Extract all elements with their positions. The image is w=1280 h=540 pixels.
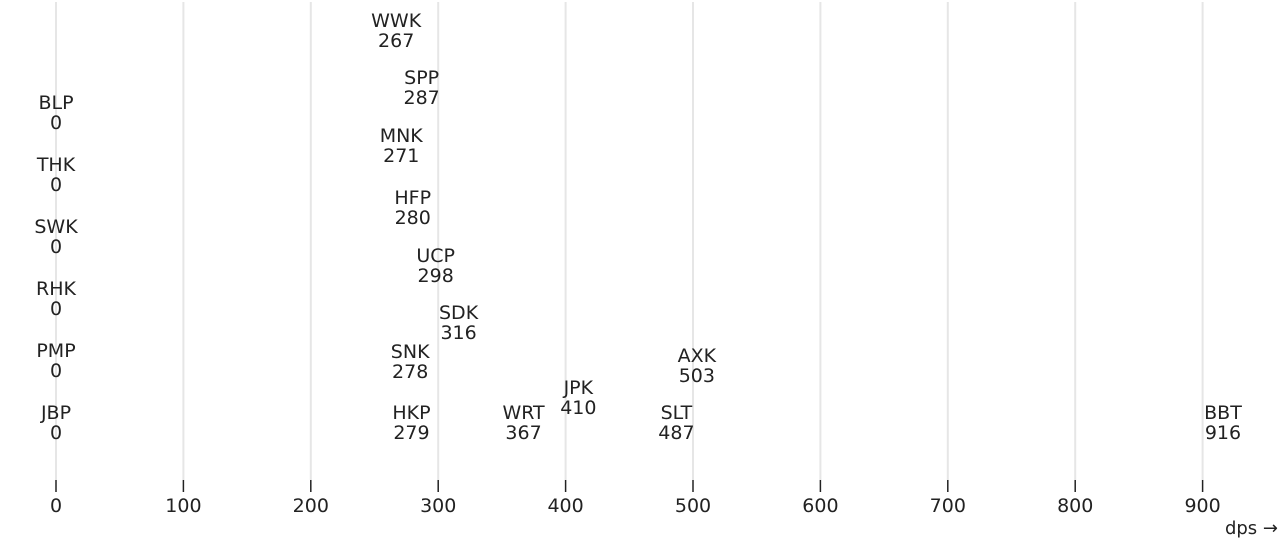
x-axis: dps → 0 100 200 300 400 500 600 700 800 900 xyxy=(50,480,1278,539)
point-label: SNK xyxy=(391,341,430,363)
point-value: 287 xyxy=(404,87,440,109)
point-label: PMP xyxy=(36,340,75,362)
point-label: SLT xyxy=(661,402,693,424)
tick-label-700: 700 xyxy=(930,495,966,517)
point-value: 0 xyxy=(50,360,62,382)
point-label: HFP xyxy=(394,187,431,209)
tick-label-300: 300 xyxy=(420,495,456,517)
point-value: 298 xyxy=(418,265,454,287)
grid xyxy=(55,2,1204,480)
point-label: THK xyxy=(36,154,76,176)
tick-label-500: 500 xyxy=(675,495,711,517)
point-label: RHK xyxy=(36,278,76,300)
point-value: 280 xyxy=(395,207,431,229)
point-value: 503 xyxy=(679,365,715,387)
point-label: BBT xyxy=(1204,402,1242,424)
point-value: 271 xyxy=(383,145,419,167)
point-value: 278 xyxy=(392,361,428,383)
tick-label-0: 0 xyxy=(50,495,62,517)
point-label: AXK xyxy=(678,345,717,367)
point-value: 279 xyxy=(393,422,429,444)
point-label: SWK xyxy=(34,216,78,238)
tick-label-800: 800 xyxy=(1057,495,1093,517)
point-value: 0 xyxy=(50,298,62,320)
point-value: 267 xyxy=(378,30,414,52)
tick-label-900: 900 xyxy=(1184,495,1220,517)
point-label: SDK xyxy=(439,302,479,324)
tick-label-100: 100 xyxy=(165,495,201,517)
tick-label-600: 600 xyxy=(802,495,838,517)
tick-label-200: 200 xyxy=(293,495,329,517)
point-value: 0 xyxy=(50,236,62,258)
point-value: 316 xyxy=(440,322,476,344)
point-value: 0 xyxy=(50,112,62,134)
point-label: BLP xyxy=(38,92,73,114)
tick-label-400: 400 xyxy=(547,495,583,517)
point-label: MNK xyxy=(380,125,424,147)
point-value: 410 xyxy=(560,397,596,419)
point-label: WWK xyxy=(371,10,422,32)
point-label: SPP xyxy=(404,67,439,89)
point-label: WRT xyxy=(502,402,545,424)
point-label: HKP xyxy=(392,402,430,424)
point-value: 0 xyxy=(50,422,62,444)
point-label: JBP xyxy=(40,402,71,424)
x-axis-label: dps → xyxy=(1225,518,1278,539)
point-value: 0 xyxy=(50,174,62,196)
point-value: 487 xyxy=(658,422,694,444)
point-label: JPK xyxy=(563,377,594,399)
point-label: UCP xyxy=(416,245,455,267)
point-value: 367 xyxy=(505,422,541,444)
point-value: 916 xyxy=(1205,422,1241,444)
